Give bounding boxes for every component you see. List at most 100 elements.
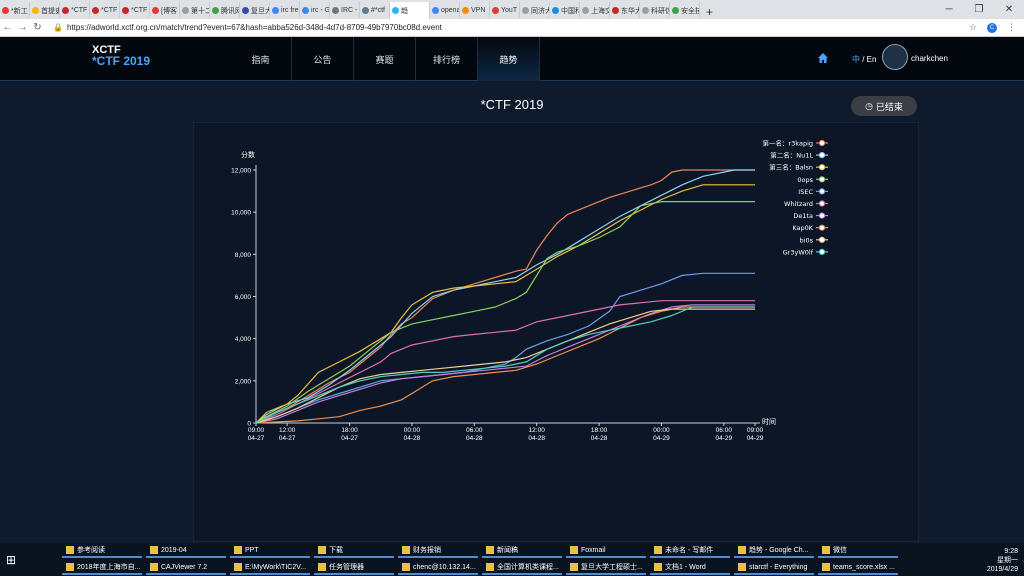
browser-tab[interactable]: irc fre: [270, 2, 300, 19]
legend-label: 第一名：r3kapig: [763, 139, 814, 148]
taskbar-item[interactable]: 文档1 - Word: [650, 561, 730, 575]
menu-guide[interactable]: 指南: [230, 37, 292, 81]
lang-zh[interactable]: 中: [852, 55, 860, 64]
url-text: https://adworld.xctf.org.cn/match/trend?…: [66, 23, 442, 32]
browser-tab[interactable]: #*ctf: [360, 2, 390, 19]
browser-tab[interactable]: 上海交: [580, 2, 610, 19]
tab-favicon-icon: [392, 7, 399, 14]
browser-tab[interactable]: *CTF: [60, 2, 90, 19]
taskbar-item[interactable]: chenc@10.132.14...: [398, 561, 478, 575]
language-switch[interactable]: 中 / En: [852, 54, 876, 65]
minimize-button[interactable]: ─: [945, 3, 953, 15]
y-tick-label: 10,000: [231, 210, 251, 217]
x-tick-label: 00:00: [653, 427, 670, 434]
taskbar-item[interactable]: 微信: [818, 544, 898, 558]
taskbar-item-label: 财务报销: [413, 547, 441, 554]
browser-tab[interactable]: IRC -: [330, 2, 360, 19]
browser-tab[interactable]: 东华大: [610, 2, 640, 19]
menu-challenges[interactable]: 赛题: [354, 37, 416, 81]
browser-tab[interactable]: 中国科: [550, 2, 580, 19]
logo-text-line1: XCTF: [92, 44, 121, 56]
clock-time[interactable]: 9:28: [1004, 548, 1018, 555]
taskbar-item[interactable]: starctf - Everything: [734, 561, 814, 575]
taskbar-item[interactable]: 复旦大学工程硕士...: [566, 561, 646, 575]
menu-notice[interactable]: 公告: [292, 37, 354, 81]
browser-tab[interactable]: irc - G: [300, 2, 330, 19]
taskbar-item[interactable]: 下载: [314, 544, 394, 558]
reload-icon[interactable]: ↻: [33, 22, 42, 33]
taskbar-item[interactable]: CAJViewer 7.2: [146, 561, 226, 575]
taskbar-item-label: 未命名 - 写邮件: [665, 547, 714, 554]
taskbar-item[interactable]: 趋势 - Google Ch...: [734, 544, 814, 558]
legend-marker: [818, 236, 826, 243]
site-logo[interactable]: XCTF *CTF 2019: [92, 44, 150, 68]
taskbar-item[interactable]: 未命名 - 写邮件: [650, 544, 730, 558]
x-axis-label: 时间: [762, 417, 776, 426]
taskbar-item[interactable]: PPT: [230, 544, 310, 558]
taskbar-item[interactable]: 财务报销: [398, 544, 478, 558]
browser-tab[interactable]: YouT: [490, 2, 520, 19]
home-icon[interactable]: [817, 52, 829, 64]
lang-en[interactable]: / En: [862, 55, 877, 64]
browser-tab[interactable]: 趋: [390, 2, 430, 19]
taskbar-item[interactable]: 新闻稿: [482, 544, 562, 558]
tab-label: 趋: [401, 7, 408, 15]
browser-tab[interactable]: 复旦大: [240, 2, 270, 19]
taskbar-item[interactable]: E:\MyWork\TIC2V...: [230, 561, 310, 575]
taskbar-item[interactable]: 2018年度上海市自...: [62, 561, 142, 575]
windows-start-icon[interactable]: ⊞: [6, 553, 17, 567]
tab-favicon-icon: [152, 7, 159, 14]
browser-tab[interactable]: 腾讯网: [210, 2, 240, 19]
address-bar: ← → ↻ 🔒 https://adworld.xctf.org.cn/match…: [0, 19, 1024, 37]
tab-favicon-icon: [582, 7, 589, 14]
maximize-button[interactable]: ❐: [974, 3, 984, 15]
taskbar-item[interactable]: 任务管理器: [314, 561, 394, 575]
browser-tab[interactable]: opena: [430, 2, 460, 19]
url-input[interactable]: 🔒 https://adworld.xctf.org.cn/match/trend…: [53, 23, 969, 32]
browser-tab[interactable]: 科研信: [640, 2, 670, 19]
tab-label: *CTF: [101, 7, 118, 14]
browser-tab[interactable]: 安全技: [670, 2, 700, 19]
tab-label: 复旦大: [251, 7, 270, 15]
browser-tab[interactable]: 第十二: [180, 2, 210, 19]
browser-tab[interactable]: *CTF: [90, 2, 120, 19]
browser-tab[interactable]: 同济大: [520, 2, 550, 19]
close-window-button[interactable]: ✕: [1004, 3, 1014, 15]
menu-trend[interactable]: 趋势: [478, 37, 540, 81]
taskbar-item[interactable]: 2019-04: [146, 544, 226, 558]
x-tick-label: 04-28: [404, 435, 421, 442]
menu-icon[interactable]: ⋮: [1007, 22, 1016, 32]
legend-label: De1ta: [793, 212, 813, 220]
taskbar-item-label: 下载: [329, 547, 343, 554]
tab-label: YouT: [501, 7, 518, 14]
account-avatar[interactable]: C: [987, 22, 997, 33]
browser-tab[interactable]: 首提史: [30, 2, 60, 19]
tab-label: irc - G: [311, 7, 330, 14]
site-header: XCTF *CTF 2019 指南 公告 赛题 排行榜 趋势 中 / En ch…: [0, 37, 1024, 81]
app-icon: [402, 546, 410, 554]
bookmark-star-icon[interactable]: ☆: [968, 22, 977, 32]
taskbar-item[interactable]: Foxmail: [566, 544, 646, 558]
browser-tab[interactable]: *CTF: [120, 2, 150, 19]
taskbar-item[interactable]: 参考阅读: [62, 544, 142, 558]
x-tick-label: 04-29: [716, 435, 733, 442]
taskbar-item[interactable]: 全国计算机类课程...: [482, 561, 562, 575]
new-tab-button[interactable]: +: [706, 5, 714, 19]
tab-favicon-icon: [2, 7, 9, 14]
app-icon: [654, 563, 662, 571]
browser-tab[interactable]: VPN: [460, 2, 490, 19]
browser-tab[interactable]: *新工: [0, 2, 30, 19]
taskbar-item-label: 2019-04: [161, 546, 187, 554]
lock-icon: 🔒: [53, 23, 63, 32]
browser-tab[interactable]: [博客: [150, 2, 180, 19]
taskbar-row-2: 2018年度上海市自... CAJViewer 7.2 E:\MyWork\TIC2…: [62, 561, 898, 575]
tab-favicon-icon: [92, 7, 99, 14]
username[interactable]: charkchen: [911, 54, 948, 63]
taskbar-item-label: 趋势 - Google Ch...: [749, 547, 809, 554]
back-icon[interactable]: ←: [2, 22, 13, 33]
taskbar-item-label: E:\MyWork\TIC2V...: [245, 563, 307, 571]
user-avatar[interactable]: [882, 44, 908, 70]
forward-icon[interactable]: →: [17, 22, 28, 33]
taskbar-item[interactable]: teams_score.xlsx ...: [818, 561, 898, 575]
menu-scoreboard[interactable]: 排行榜: [416, 37, 478, 81]
